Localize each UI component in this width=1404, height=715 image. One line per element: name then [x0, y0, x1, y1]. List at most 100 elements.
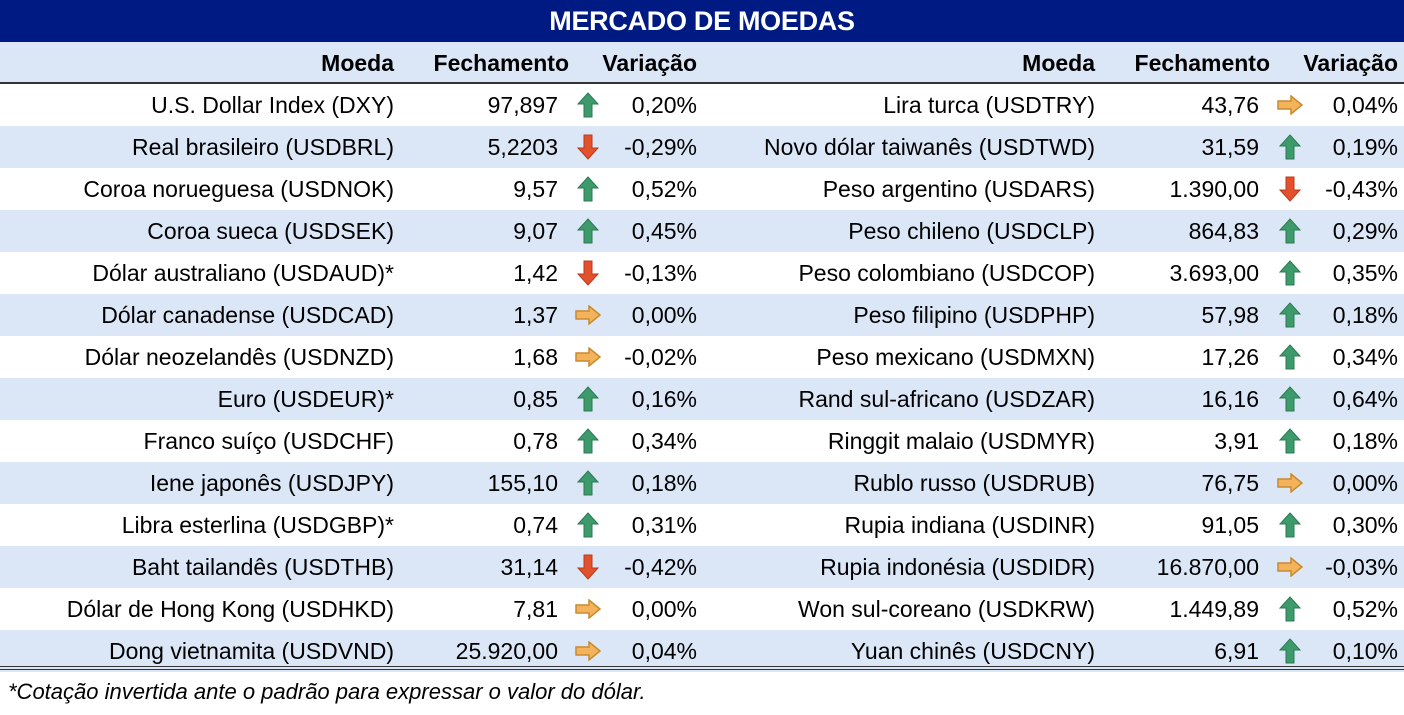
table-row: Euro (USDEUR)* 0,85 0,16% Rand sul-africano… — [0, 378, 1404, 420]
variation-value: 0,04% — [1332, 92, 1398, 118]
currency-name: Peso chileno (USDCLP) — [848, 218, 1095, 244]
variation-value: -0,13% — [624, 260, 697, 286]
closing-value: 16.870,00 — [1156, 554, 1259, 580]
closing-value: 25.920,00 — [455, 638, 558, 664]
closing-value: 7,81 — [513, 596, 558, 622]
header-row: Moeda Fechamento Variação Moeda Fechamen… — [0, 42, 1404, 84]
closing-value: 17,26 — [1201, 344, 1259, 370]
variation-value: 0,10% — [1332, 638, 1398, 664]
header-fechamento-left: Fechamento — [433, 50, 569, 76]
currency-name: Ringgit malaio (USDMYR) — [827, 428, 1095, 454]
header-moeda-left: Moeda — [321, 50, 394, 76]
header-variacao-left: Variação — [602, 50, 697, 76]
header-fechamento-right: Fechamento — [1134, 50, 1270, 76]
arrow-down-icon — [575, 126, 601, 168]
arrow-right-icon — [575, 630, 601, 672]
variation-value: 0,18% — [1332, 302, 1398, 328]
arrow-up-icon — [1277, 336, 1303, 378]
table-row: Dong vietnamita (USDVND) 25.920,00 0,04% Yu… — [0, 630, 1404, 672]
currency-name: Peso colombiano (USDCOP) — [798, 260, 1095, 286]
arrow-up-icon — [575, 420, 601, 462]
variation-value: 0,04% — [631, 638, 697, 664]
arrow-up-icon — [1277, 210, 1303, 252]
closing-value: 1.449,89 — [1169, 596, 1259, 622]
variation-value: -0,42% — [624, 554, 697, 580]
variation-value: 0,29% — [1332, 218, 1398, 244]
arrow-up-icon — [1277, 630, 1303, 672]
arrow-down-icon — [575, 252, 601, 294]
closing-value: 91,05 — [1201, 512, 1259, 538]
closing-value: 1,37 — [513, 302, 558, 328]
currency-name: Libra esterlina (USDGBP)* — [121, 512, 394, 538]
closing-value: 1,68 — [513, 344, 558, 370]
currency-name: Rublo russo (USDRUB) — [853, 470, 1095, 496]
arrow-up-icon — [1277, 252, 1303, 294]
closing-value: 97,897 — [487, 92, 558, 118]
table-bottom-border — [0, 666, 1404, 667]
variation-value: 0,00% — [1332, 470, 1398, 496]
closing-value: 9,07 — [513, 218, 558, 244]
arrow-right-icon — [1277, 546, 1303, 588]
currency-name: Dólar canadense (USDCAD) — [101, 302, 394, 328]
closing-value: 5,2203 — [487, 134, 558, 160]
currency-name: Rupia indonésia (USDIDR) — [820, 554, 1095, 580]
arrow-up-icon — [575, 378, 601, 420]
table-row: Libra esterlina (USDGBP)* 0,74 0,31% Rupia … — [0, 504, 1404, 546]
currency-name: Dong vietnamita (USDVND) — [108, 638, 394, 664]
header-variacao-right: Variação — [1303, 50, 1398, 76]
variation-value: -0,03% — [1325, 554, 1398, 580]
arrow-up-icon — [1277, 126, 1303, 168]
currency-name: Lira turca (USDTRY) — [883, 92, 1095, 118]
variation-value: 0,30% — [1332, 512, 1398, 538]
currency-name: Dólar australiano (USDAUD)* — [92, 260, 394, 286]
variation-value: -0,43% — [1325, 176, 1398, 202]
table-row: Dólar canadense (USDCAD) 1,37 0,00% Peso fi… — [0, 294, 1404, 336]
table-row: Baht tailandês (USDTHB) 31,14 -0,42% Rupia … — [0, 546, 1404, 588]
variation-value: -0,29% — [624, 134, 697, 160]
currency-name: Peso filipino (USDPHP) — [853, 302, 1095, 328]
currency-name: Coroa norueguesa (USDNOK) — [83, 176, 394, 202]
closing-value: 6,91 — [1214, 638, 1259, 664]
arrow-up-icon — [575, 168, 601, 210]
currency-name: Peso mexicano (USDMXN) — [816, 344, 1095, 370]
variation-value: 0,18% — [631, 470, 697, 496]
closing-value: 1,42 — [513, 260, 558, 286]
currency-name: U.S. Dollar Index (DXY) — [151, 92, 394, 118]
closing-value: 76,75 — [1201, 470, 1259, 496]
closing-value: 1.390,00 — [1169, 176, 1259, 202]
header-moeda-right: Moeda — [1022, 50, 1095, 76]
currency-name: Dólar de Hong Kong (USDHKD) — [66, 596, 394, 622]
arrow-up-icon — [1277, 420, 1303, 462]
arrow-up-icon — [575, 462, 601, 504]
table-row: Real brasileiro (USDBRL) 5,2203 -0,29% Novo… — [0, 126, 1404, 168]
arrow-up-icon — [575, 210, 601, 252]
sheet-title: MERCADO DE MOEDAS — [0, 0, 1404, 43]
currency-name: Peso argentino (USDARS) — [822, 176, 1095, 202]
arrow-up-icon — [1277, 378, 1303, 420]
closing-value: 16,16 — [1201, 386, 1259, 412]
table-bottom-border-double — [0, 669, 1404, 670]
variation-value: 0,20% — [631, 92, 697, 118]
closing-value: 9,57 — [513, 176, 558, 202]
variation-value: 0,52% — [1332, 596, 1398, 622]
arrow-down-icon — [575, 546, 601, 588]
variation-value: 0,35% — [1332, 260, 1398, 286]
closing-value: 0,74 — [513, 512, 558, 538]
arrow-right-icon — [1277, 462, 1303, 504]
table-row: Coroa sueca (USDSEK) 9,07 0,45% Peso chilen… — [0, 210, 1404, 252]
variation-value: 0,16% — [631, 386, 697, 412]
arrow-right-icon — [575, 588, 601, 630]
closing-value: 31,59 — [1201, 134, 1259, 160]
currency-name: Dólar neozelandês (USDNZD) — [84, 344, 394, 370]
footnote: *Cotação invertida ante o padrão para ex… — [8, 679, 646, 704]
closing-value: 864,83 — [1188, 218, 1259, 244]
table-row: Franco suíço (USDCHF) 0,78 0,34% Ringgit ma… — [0, 420, 1404, 462]
closing-value: 0,78 — [513, 428, 558, 454]
currency-name: Iene japonês (USDJPY) — [149, 470, 394, 496]
currency-name: Coroa sueca (USDSEK) — [147, 218, 394, 244]
arrow-up-icon — [1277, 294, 1303, 336]
currency-name: Franco suíço (USDCHF) — [143, 428, 394, 454]
closing-value: 3,91 — [1214, 428, 1259, 454]
variation-value: 0,34% — [631, 428, 697, 454]
